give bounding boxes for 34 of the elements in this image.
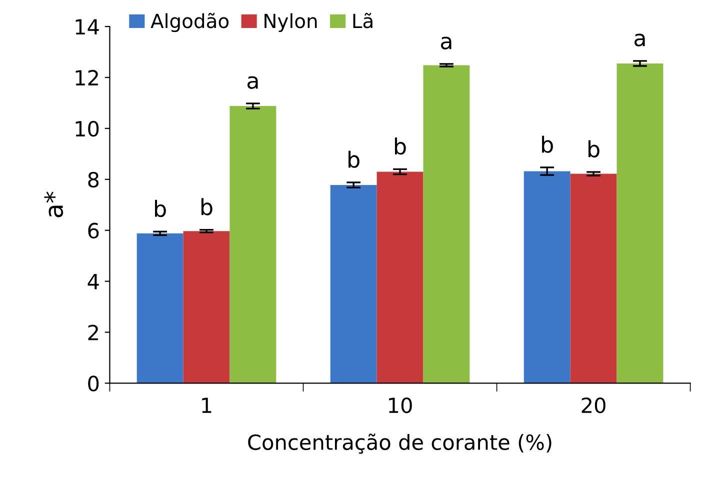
y-axis-title: a* <box>44 192 64 218</box>
data-label: b <box>348 150 360 168</box>
bar <box>423 65 470 384</box>
y-tick-label: 10 <box>76 120 99 137</box>
x-tick-label: 1 <box>202 398 212 413</box>
data-label: a <box>247 76 258 89</box>
data-label: b <box>201 198 212 216</box>
bar <box>616 63 664 384</box>
legend-label: Algodão <box>150 12 229 32</box>
y-tick-label: 2 <box>88 324 98 340</box>
data-label: a <box>634 34 645 46</box>
data-label: a <box>440 36 452 50</box>
data-label: b <box>394 137 406 155</box>
y-tick-label: 0 <box>88 376 99 392</box>
legend-label: Nylon <box>264 13 317 32</box>
y-tick-label: 6 <box>88 222 99 239</box>
bar <box>524 171 570 384</box>
bar <box>136 233 184 384</box>
legend-label: Lã <box>353 12 372 28</box>
x-tick-label: 20 <box>582 397 606 414</box>
bar <box>570 174 617 384</box>
bar <box>183 231 230 384</box>
x-axis-title: Concentração de corante (%) <box>248 434 552 454</box>
y-tick-label: 12 <box>76 70 98 86</box>
data-label: b <box>542 136 553 153</box>
bar <box>376 172 424 384</box>
y-tick-label: 4 <box>88 274 99 290</box>
x-tick-label: 10 <box>389 397 412 414</box>
y-tick-label: 8 <box>88 172 99 188</box>
data-label: b <box>588 140 600 158</box>
bar <box>230 106 276 384</box>
data-label: b <box>155 200 166 218</box>
y-tick-label: 14 <box>76 19 99 34</box>
bar <box>330 184 377 384</box>
